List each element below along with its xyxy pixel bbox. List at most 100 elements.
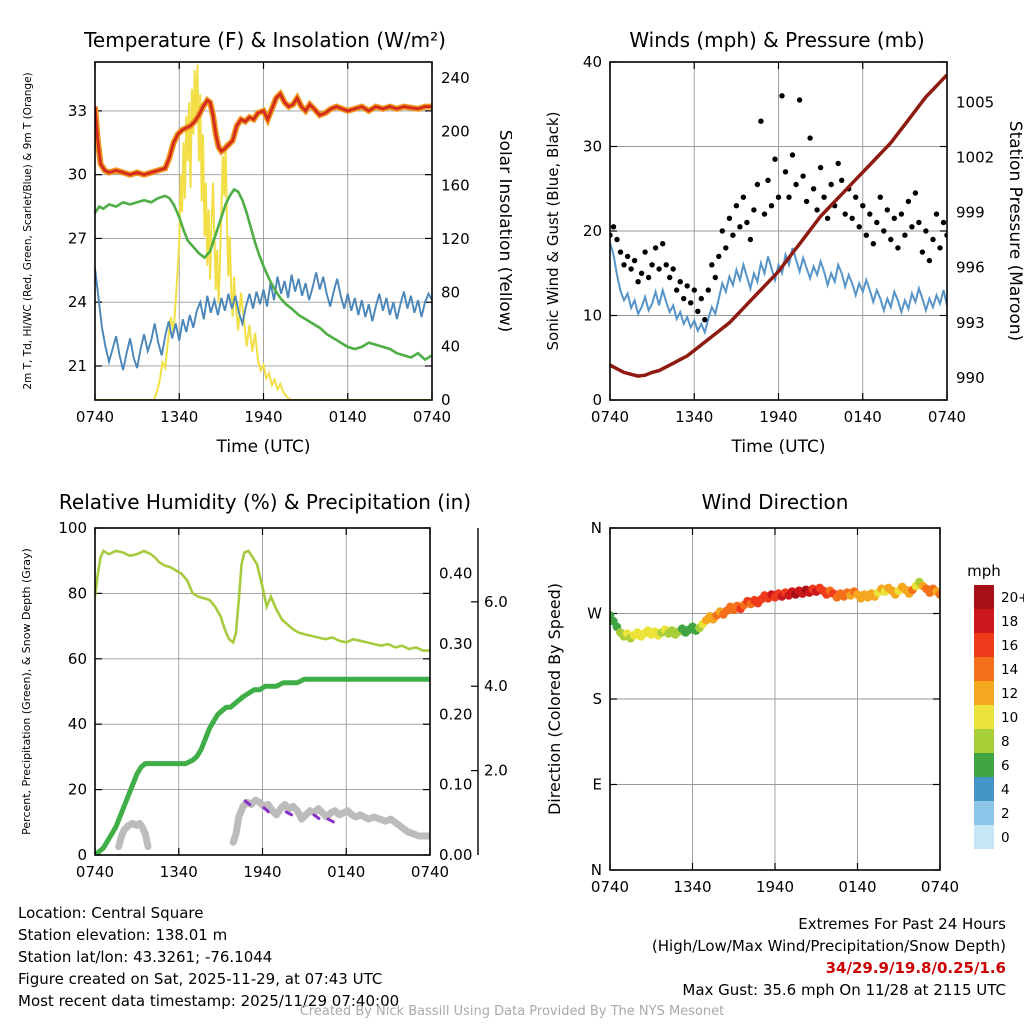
precipitation-line: [95, 676, 430, 855]
colorbar-tick-label: 18: [1001, 614, 1018, 630]
y-right-tick-label: 0.10: [439, 776, 472, 794]
y-tick-label: N: [591, 519, 602, 537]
colorbar-tick-label: 10: [1001, 710, 1018, 726]
x-tick-label: 0140: [329, 408, 367, 426]
y-right-tick-label: 240: [441, 69, 470, 87]
snow-axis-tick-label: 2.0: [484, 762, 508, 780]
x-tick-label: 1940: [759, 408, 797, 426]
humidity-chart-plot: 0740 1340 1940 0140 07400204060801000.000.10…: [20, 519, 508, 881]
humidity-chart-title: Relative Humidity (%) & Precipitation (i…: [58, 490, 472, 514]
colorbar-cell: [974, 825, 994, 849]
colorbar-cell: [974, 753, 994, 777]
winds-pressure-chart: Winds (mph) & Pressure (mb) 0740 1340 1940…: [512, 0, 1024, 470]
x-tick-label: 0140: [838, 878, 876, 896]
x-tick-label: 1940: [243, 863, 281, 881]
x-tick-label: 0140: [327, 863, 365, 881]
insolation-line: [95, 64, 432, 400]
y-tick-label: 0: [592, 391, 602, 409]
y-right-tick-label: 1005: [956, 93, 994, 111]
relative-humidity-line: [95, 549, 430, 652]
colorbar-tick-label: 0: [1001, 830, 1010, 846]
colorbar-cell: [974, 777, 994, 801]
colorbar-tick-label: 12: [1001, 686, 1018, 702]
colorbar-tick-label: 6: [1001, 758, 1010, 774]
y-tick-label: W: [587, 605, 602, 623]
extremes-values: 34/29.9/19.8/0.25/1.6: [825, 959, 1006, 977]
y-tick-label: E: [593, 776, 602, 794]
y-axis-label: Direction (Colored By Speed): [545, 583, 564, 815]
snow-axis-tick-label: 6.0: [484, 593, 508, 611]
colorbar-cell: [974, 585, 994, 609]
x-tick-label: 0740: [591, 408, 629, 426]
plot-frame: [609, 527, 941, 871]
colorbar-cell: [974, 633, 994, 657]
max-gust-line: Max Gust: 35.6 mph On 11/28 at 2115 UTC: [682, 981, 1006, 999]
station-latlon: Station lat/lon: 43.3261; -76.1044: [18, 948, 273, 966]
y-tick-label: 20: [68, 781, 87, 799]
y-left-axis-label: Percent, Precipitation (Green), & Snow D…: [20, 548, 33, 835]
colorbar-tick-label: 20+: [1001, 590, 1024, 606]
x-axis-label: Time (UTC): [731, 437, 826, 457]
y-tick-label: 33: [68, 102, 87, 120]
most-recent-data-timestamp: Most recent data timestamp: 2025/11/29 0…: [18, 992, 400, 1010]
wind-chill-line: [95, 268, 432, 371]
x-tick-label: 0740: [921, 878, 959, 896]
pressure-line: [610, 73, 947, 378]
colorbar-cell: [974, 657, 994, 681]
y-right-tick-label: 160: [441, 176, 470, 194]
colorbar-cell: [974, 609, 994, 633]
plot-frame: [609, 61, 948, 401]
snow-depth-line: [115, 819, 152, 851]
wind-direction-chart-title: Wind Direction: [701, 490, 849, 514]
y-tick-label: 21: [68, 357, 87, 375]
y-right-tick-label: 0.00: [439, 846, 472, 864]
y-right-tick-label: 990: [956, 369, 985, 387]
x-tick-label: 0740: [411, 863, 449, 881]
snow-dash-segment: [243, 799, 253, 807]
temp-2m-line: [95, 91, 432, 177]
x-tick-label: 1340: [673, 878, 711, 896]
snow-dash-segment: [262, 806, 271, 815]
x-tick-label: 0740: [413, 408, 451, 426]
y-tick-label: 20: [583, 222, 602, 240]
y-right-tick-label: 200: [441, 123, 470, 141]
y-right-tick-label: 120: [441, 230, 470, 248]
figure-created-timestamp: Figure created on Sat, 2025-11-29, at 07…: [18, 970, 383, 988]
x-tick-label: 1940: [244, 408, 282, 426]
station-info: Location: Central Square Station elevati…: [18, 902, 399, 1012]
y-tick-label: 60: [68, 650, 87, 668]
y-right-tick-label: 993: [956, 314, 985, 332]
snow-dash-segment: [326, 817, 336, 824]
extremes-subtitle: (High/Low/Max Wind/Precipitation/Snow De…: [651, 937, 1006, 955]
y-tick-label: S: [592, 690, 602, 708]
winds-chart-plot: 0740 1340 1940 0140 074001020304099099399699…: [544, 53, 1024, 457]
colorbar-cell: [974, 729, 994, 753]
y-tick-label: N: [591, 861, 602, 879]
extremes-info: Extremes For Past 24 Hours (High/Low/Max…: [652, 913, 1006, 1001]
station-elevation: Station elevation: 138.01 m: [18, 926, 228, 944]
plot-frame: [94, 527, 431, 856]
winds-chart-title: Winds (mph) & Pressure (mb): [629, 28, 925, 52]
y-right-tick-label: 999: [956, 204, 985, 222]
x-tick-label: 0740: [928, 408, 966, 426]
y-tick-label: 27: [68, 229, 87, 247]
y-right-axis-label: Solar Insolation (Yellow): [495, 130, 512, 332]
colorbar-tick-label: 14: [1001, 662, 1018, 678]
extremes-title: Extremes For Past 24 Hours: [798, 915, 1006, 933]
snow-depth-line: [229, 796, 430, 846]
y-tick-label: 80: [68, 584, 87, 602]
x-tick-label: 1940: [756, 878, 794, 896]
colorbar-cell: [974, 801, 994, 825]
temperature-chart-title: Temperature (F) & Insolation (W/m²): [84, 28, 446, 52]
dewpoint-line: [95, 187, 432, 362]
snow-dash-segment: [284, 810, 294, 817]
colorbar-cell: [974, 681, 994, 705]
x-tick-label: 0740: [591, 878, 629, 896]
y-tick-label: 10: [583, 307, 602, 325]
x-tick-label: 1340: [160, 408, 198, 426]
temperature-chart-plot: 0740 1340 1940 0140 0740 21 24 27 30 33 0 40 80 120 16…: [22, 61, 512, 457]
colorbar-cell: [974, 705, 994, 729]
x-tick-label: 0140: [844, 408, 882, 426]
